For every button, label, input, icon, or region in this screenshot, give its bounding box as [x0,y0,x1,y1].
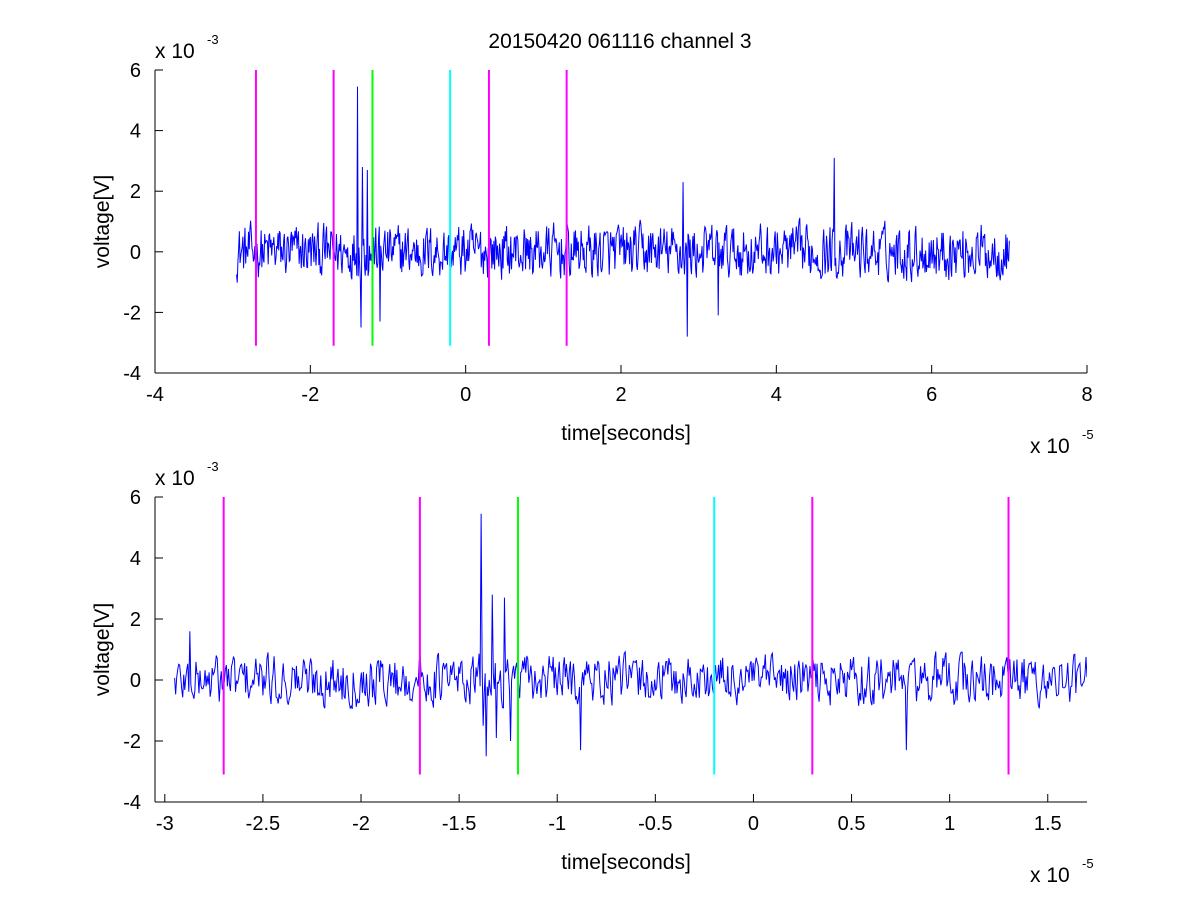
y-tick-label: 0 [130,242,141,264]
signal-series-line [236,86,1010,337]
plot-full-view: -4 -2 0 2 4 6 8 -4 -2 0 2 4 6 time[seconds] voltage[V]… [91,32,1094,458]
x-tick-label: 1 [944,813,955,835]
y-multiplier-exponent: -3 [207,459,219,474]
x-tick-label: -2.5 [246,813,280,835]
x-tick-label: -2 [301,384,319,406]
y-axis-label: voltage[V] [91,175,114,268]
figure-title: 20150420 061116 channel 3 [488,30,751,53]
x-tick-label: 6 [926,384,937,406]
y-tick-label: 6 [130,487,141,509]
x-tick-label: 2 [615,384,626,406]
y-tick-label: -4 [123,363,141,385]
x-axis-label: time[seconds] [561,422,691,445]
y-tick-label: 6 [130,60,141,82]
x-tick-label: -2 [352,813,370,835]
plot-zoom-view: -3 -2.5 -2 -1.5 -1 -0.5 0 0.5 1 1.5 -4 -2 0 2 4 6 time[s… [91,459,1094,887]
x-tick-label: -4 [146,384,164,406]
signal-series-line [174,513,1087,757]
y-tick-label: -2 [123,302,141,324]
x-tick-label: -1.5 [442,813,476,835]
x-multiplier-exponent: -5 [1082,856,1094,871]
x-tick-label: 0.5 [838,813,866,835]
x-tick-label: 8 [1081,384,1092,406]
y-multiplier: x 10 [155,40,195,63]
x-tick-label: -3 [156,813,174,835]
x-tick-label: 0 [748,813,759,835]
y-multiplier: x 10 [155,467,195,490]
x-tick-label: -0.5 [638,813,672,835]
y-tick-label: 2 [130,609,141,631]
y-tick-label: 4 [130,121,141,143]
y-tick-label: 2 [130,181,141,203]
y-tick-label: 4 [130,548,141,570]
y-multiplier-exponent: -3 [207,32,219,47]
x-tick-label: 1.5 [1034,813,1062,835]
x-multiplier: x 10 [1030,435,1070,458]
x-tick-label: -1 [548,813,566,835]
x-axis-label: time[seconds] [561,851,691,874]
y-tick-label: -2 [123,731,141,753]
x-tick-label: 0 [460,384,471,406]
y-tick-label: -4 [123,792,141,814]
x-multiplier-exponent: -5 [1082,427,1094,442]
x-multiplier: x 10 [1030,864,1070,887]
y-tick-label: 0 [130,670,141,692]
x-tick-label: 4 [771,384,782,406]
y-axis-label: voltage[V] [91,603,114,696]
